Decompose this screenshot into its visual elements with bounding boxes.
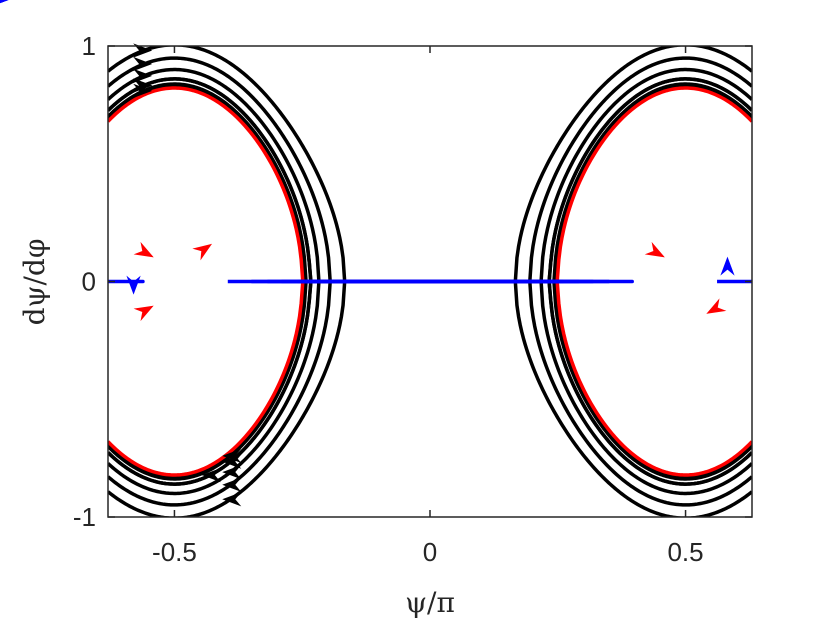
separatrix-arrow bbox=[706, 298, 727, 314]
flow-arrow bbox=[126, 275, 141, 295]
x-tick-label: -0.5 bbox=[152, 537, 197, 567]
open-trajectory-lower bbox=[108, 279, 752, 496]
open-trajectory-lower bbox=[108, 279, 752, 486]
separatrix-arrow bbox=[192, 243, 213, 261]
separatrix-lower bbox=[108, 279, 752, 477]
open-trajectory-lower bbox=[108, 279, 752, 517]
y-tick-label: 0 bbox=[82, 267, 96, 297]
flow-arrow bbox=[222, 464, 242, 480]
tick-marks bbox=[108, 45, 752, 518]
open-trajectory-lower bbox=[108, 279, 752, 481]
tick-labels: -0.5 0 0.5 -1 0 1 bbox=[73, 31, 704, 567]
flow-arrow bbox=[201, 467, 221, 483]
flow-arrow bbox=[0, 0, 9, 4]
separatrix-arrow bbox=[133, 305, 154, 322]
flow-arrow bbox=[222, 448, 242, 463]
open-trajectory-lower bbox=[108, 279, 752, 478]
plot-area bbox=[108, 46, 752, 517]
flow-arrow bbox=[222, 477, 242, 492]
open-trajectory-lower bbox=[108, 279, 752, 486]
y-axis-label: dψ/dφ bbox=[18, 239, 51, 326]
y-tick-label: -1 bbox=[73, 502, 96, 532]
separatrix-arrow bbox=[644, 241, 665, 258]
flow-arrow bbox=[133, 78, 153, 93]
x-tick-label: 0.5 bbox=[667, 537, 703, 567]
flow-arrow bbox=[222, 492, 242, 507]
flow-arrow bbox=[133, 56, 153, 72]
x-tick-label: 0 bbox=[423, 537, 437, 567]
y-tick-label: 1 bbox=[82, 31, 96, 61]
x-axis-label: ψ/π bbox=[405, 586, 455, 619]
flow-arrow bbox=[133, 68, 153, 83]
separatrix-arrow bbox=[133, 241, 154, 258]
flow-arrow bbox=[720, 256, 735, 276]
trajectory-arrows bbox=[0, 0, 735, 507]
